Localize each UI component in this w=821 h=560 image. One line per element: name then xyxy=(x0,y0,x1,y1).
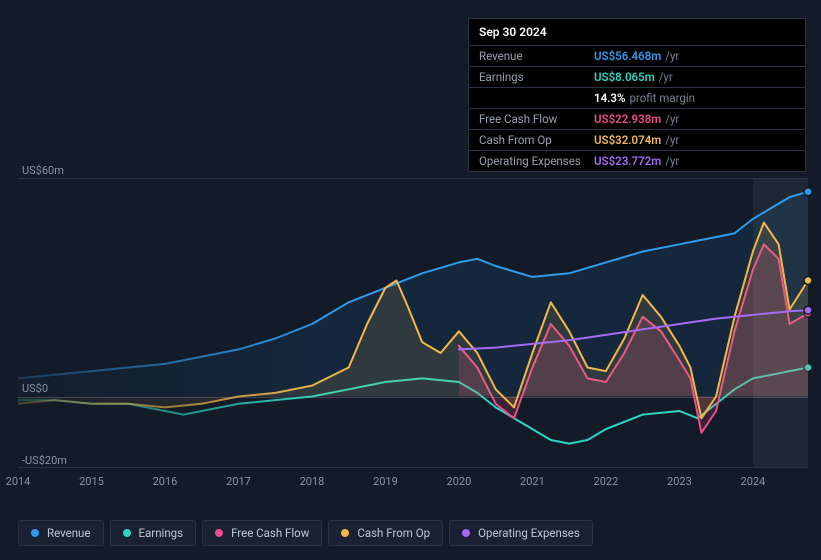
tooltip-date: Sep 30 2024 xyxy=(469,19,805,45)
tooltip-row-value: US$23.772m xyxy=(594,154,661,168)
tooltip-row: Operating ExpensesUS$23.772m/yr xyxy=(469,150,805,171)
x-axis-label: 2024 xyxy=(741,475,766,488)
legend-item[interactable]: Free Cash Flow xyxy=(202,520,322,546)
tooltip-row-label: Cash From Op xyxy=(479,133,594,147)
tooltip-row-value: US$8.065m xyxy=(594,70,655,84)
tooltip-row-value: US$56.468m xyxy=(594,49,661,63)
legend-label: Earnings xyxy=(139,526,184,540)
legend-dot-icon xyxy=(462,529,470,537)
tooltip-row-label: Operating Expenses xyxy=(479,154,594,168)
legend-item[interactable]: Earnings xyxy=(110,520,197,546)
x-axis-label: 2019 xyxy=(373,475,398,488)
legend-item[interactable]: Cash From Op xyxy=(328,520,443,546)
tooltip-row: EarningsUS$8.065m/yr xyxy=(469,66,805,87)
tooltip-row-unit: profit margin xyxy=(629,91,695,105)
tooltip-row-value: US$22.938m xyxy=(594,112,661,126)
tooltip-row: Free Cash FlowUS$22.938m/yr xyxy=(469,108,805,129)
tooltip-row: Cash From OpUS$32.074m/yr xyxy=(469,129,805,150)
legend-label: Free Cash Flow xyxy=(231,526,309,540)
tooltip-row: 14.3% profit margin xyxy=(469,87,805,108)
tooltip-row-unit: /yr xyxy=(665,154,679,168)
x-axis-label: 2014 xyxy=(6,475,31,488)
x-axis-label: 2022 xyxy=(594,475,619,488)
tooltip-row-label: Revenue xyxy=(479,49,594,63)
x-axis-label: 2021 xyxy=(520,475,545,488)
legend-dot-icon xyxy=(215,529,223,537)
tooltip-row-value: US$32.074m xyxy=(594,133,661,147)
tooltip-row-unit: /yr xyxy=(659,70,673,84)
legend-dot-icon xyxy=(341,529,349,537)
x-axis-label: 2015 xyxy=(79,475,104,488)
tooltip-row-label: Earnings xyxy=(479,70,594,84)
legend-label: Revenue xyxy=(47,526,91,540)
x-axis-label: 2020 xyxy=(447,475,472,488)
legend-label: Operating Expenses xyxy=(478,526,580,540)
legend-item[interactable]: Operating Expenses xyxy=(449,520,593,546)
legend: Revenue Earnings Free Cash Flow Cash From O… xyxy=(18,520,593,546)
legend-item[interactable]: Revenue xyxy=(18,520,104,546)
tooltip-row-value: 14.3% xyxy=(594,91,625,105)
x-axis-label: 2023 xyxy=(667,475,692,488)
plot-area[interactable] xyxy=(18,178,808,468)
legend-dot-icon xyxy=(31,529,39,537)
legend-dot-icon xyxy=(123,529,131,537)
x-axis-label: 2016 xyxy=(153,475,178,488)
chart-area: US$60mUS$0-US$20m 2014201520162017201820… xyxy=(18,160,808,490)
chart-svg xyxy=(18,179,808,469)
series-end-dot xyxy=(804,277,812,285)
series-end-dot xyxy=(804,306,812,314)
tooltip-row-unit: /yr xyxy=(665,133,679,147)
tooltip-row-label: Free Cash Flow xyxy=(479,112,594,126)
tooltip-box: Sep 30 2024 RevenueUS$56.468m/yrEarnings… xyxy=(468,18,806,172)
tooltip-row-unit: /yr xyxy=(665,49,679,63)
series-end-dot xyxy=(804,188,812,196)
x-axis-label: 2018 xyxy=(300,475,325,488)
y-axis-label: US$60m xyxy=(22,164,64,177)
tooltip-row-unit: /yr xyxy=(665,112,679,126)
legend-label: Cash From Op xyxy=(357,526,430,540)
x-axis: 2014201520162017201820192020202120222023… xyxy=(18,475,808,495)
tooltip-row: RevenueUS$56.468m/yr xyxy=(469,45,805,66)
x-axis-label: 2017 xyxy=(226,475,251,488)
